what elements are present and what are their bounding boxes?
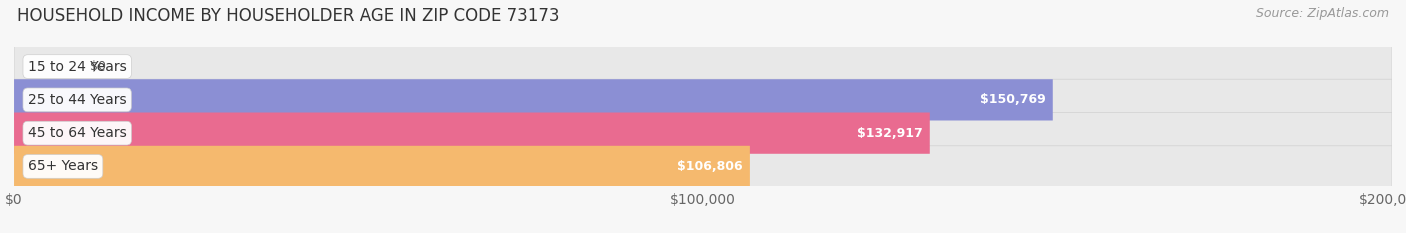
Text: 25 to 44 Years: 25 to 44 Years: [28, 93, 127, 107]
Text: $150,769: $150,769: [980, 93, 1046, 106]
Text: $132,917: $132,917: [858, 127, 922, 140]
FancyBboxPatch shape: [14, 79, 1053, 120]
Text: Source: ZipAtlas.com: Source: ZipAtlas.com: [1256, 7, 1389, 20]
FancyBboxPatch shape: [14, 146, 749, 187]
Text: 65+ Years: 65+ Years: [28, 159, 98, 173]
Text: HOUSEHOLD INCOME BY HOUSEHOLDER AGE IN ZIP CODE 73173: HOUSEHOLD INCOME BY HOUSEHOLDER AGE IN Z…: [17, 7, 560, 25]
Text: $0: $0: [90, 60, 105, 73]
FancyBboxPatch shape: [14, 113, 1392, 154]
FancyBboxPatch shape: [14, 113, 929, 154]
FancyBboxPatch shape: [14, 46, 1392, 87]
Text: 45 to 64 Years: 45 to 64 Years: [28, 126, 127, 140]
Text: 15 to 24 Years: 15 to 24 Years: [28, 60, 127, 74]
Text: $106,806: $106,806: [678, 160, 742, 173]
FancyBboxPatch shape: [14, 79, 1392, 120]
FancyBboxPatch shape: [14, 146, 1392, 187]
